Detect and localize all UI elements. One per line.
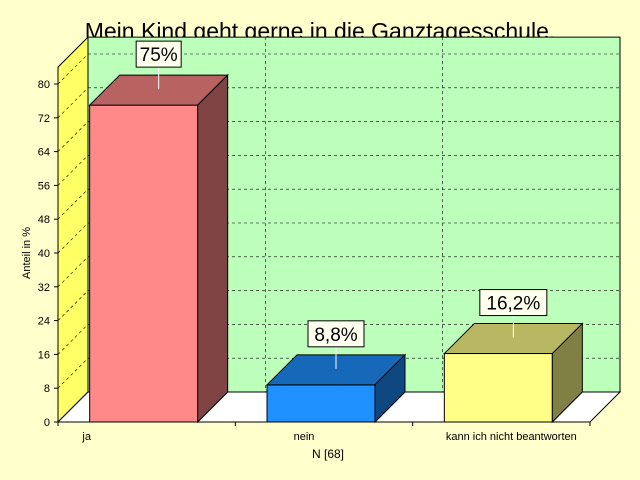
side-gridline	[57, 222, 89, 254]
side-gridline	[57, 121, 89, 152]
side-gridline	[57, 87, 89, 119]
bar-kann-ich-nicht-beantworten	[443, 353, 553, 423]
y-tick-label: 64	[38, 147, 50, 159]
side-gridline	[57, 188, 89, 220]
data-label: 16,2%	[486, 294, 540, 315]
category-label: kann ich nicht beantworten	[446, 431, 577, 443]
side-gridline	[57, 290, 89, 321]
y-tick-label: 16	[38, 349, 50, 361]
side-gridline	[57, 256, 89, 288]
y-tick-label: 24	[38, 316, 50, 328]
side-gridline	[57, 324, 89, 355]
side-wall	[57, 35, 89, 424]
y-tick-label: 48	[38, 214, 50, 226]
y-tick-label: 72	[38, 113, 50, 125]
y-tick-label: 40	[38, 248, 50, 260]
y-tick-label: 32	[38, 282, 50, 294]
y-tick-label: 80	[38, 79, 50, 91]
data-label: 8,8%	[314, 325, 357, 346]
side-gridline	[57, 357, 89, 389]
x-axis-label: N [68]	[312, 447, 344, 461]
y-tick-label: 8	[44, 383, 50, 395]
category-label: ja	[81, 431, 91, 443]
bar-ja	[89, 104, 199, 423]
data-label-box	[307, 320, 365, 348]
y-tick-label: 0	[44, 417, 50, 429]
y-tick-label: 56	[38, 180, 50, 192]
bar-nein	[266, 384, 376, 423]
data-label-box	[135, 40, 182, 68]
y-axis-label: Anteil in %	[21, 227, 33, 279]
bar-side	[374, 353, 406, 424]
category-label: nein	[294, 431, 315, 443]
side-gridline	[57, 53, 89, 85]
side-gridline	[57, 155, 89, 186]
data-label: 75%	[140, 45, 178, 66]
data-label-box	[479, 289, 548, 317]
bar-side	[551, 322, 583, 424]
bar-side	[197, 73, 229, 424]
